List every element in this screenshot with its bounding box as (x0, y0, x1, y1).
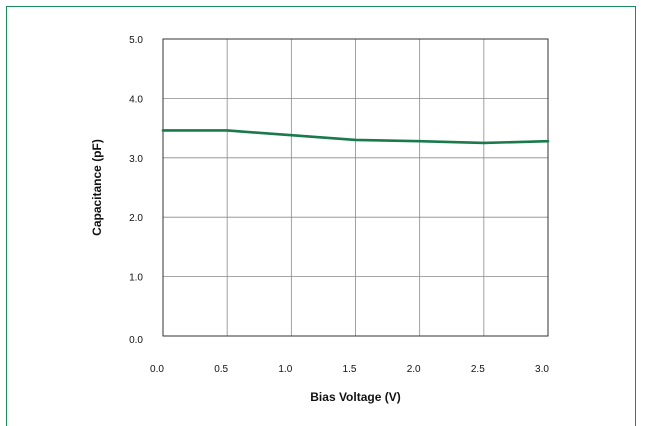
x-tick-label: 3.0 (535, 364, 549, 375)
y-tick-label: 1.0 (129, 273, 143, 284)
series-layer (161, 129, 550, 145)
plot-area-border (162, 38, 549, 337)
y-axis-title: Capacitance (pF) (90, 139, 104, 236)
x-tick-label: 0.5 (214, 364, 228, 375)
data-point (418, 139, 421, 143)
grid (162, 38, 549, 337)
y-axis-ticks: 0.0 1.0 2.0 3.0 4.0 5.0 (129, 35, 143, 346)
chart-frame (6, 6, 636, 426)
x-axis-title: Bias Voltage (V) (310, 390, 400, 404)
data-point (290, 134, 293, 137)
x-tick-label: 2.0 (407, 364, 421, 375)
x-tick-label: 0.0 (150, 364, 164, 375)
y-tick-label: 0.0 (129, 335, 143, 346)
x-tick-label: 1.0 (278, 364, 292, 375)
data-point (161, 129, 165, 132)
y-tick-label: 2.0 (129, 213, 143, 224)
data-point (225, 129, 229, 132)
data-point (546, 139, 550, 143)
y-tick-label: 3.0 (129, 154, 143, 165)
y-tick-label: 4.0 (129, 94, 143, 105)
x-tick-label: 2.5 (471, 364, 485, 375)
data-point (354, 138, 357, 142)
x-axis-ticks: 0.0 0.5 1.0 1.5 2.0 2.5 3.0 (150, 364, 549, 375)
data-point (482, 141, 486, 145)
y-tick-label: 5.0 (129, 35, 143, 46)
x-tick-label: 1.5 (343, 364, 357, 375)
